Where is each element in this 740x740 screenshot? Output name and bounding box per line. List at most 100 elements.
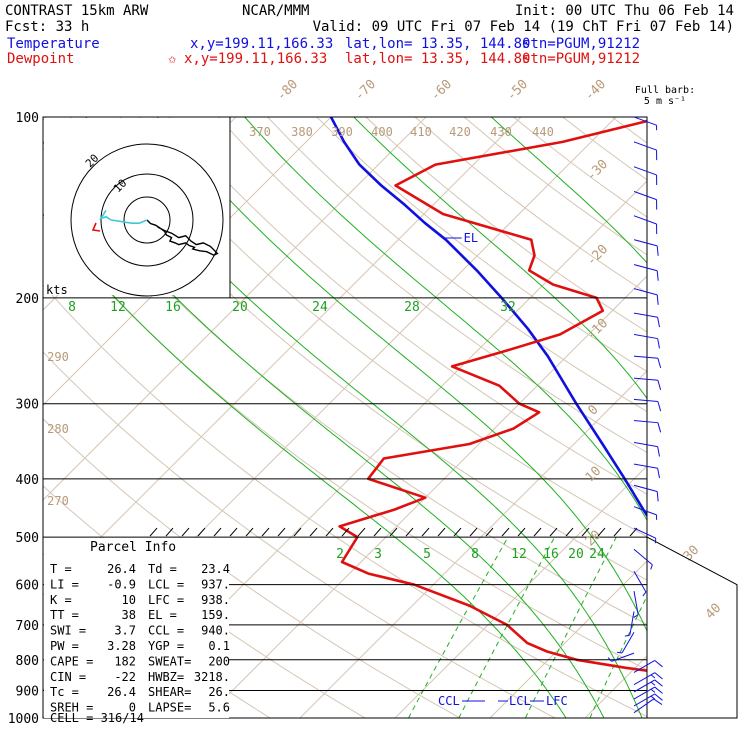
mixing-ratio-label: 24 [589,547,605,562]
mixing-ratio-label: 12 [511,547,527,562]
parcel-info-key: SREH = [50,701,93,715]
wind-barb-staff [633,660,656,673]
wind-barb [633,463,660,479]
wind-barb-staff [633,141,657,151]
wind-barb-staff [633,420,658,424]
wind-barb [633,698,663,714]
wind-barb-flag [656,245,659,256]
isobar-hatch [277,527,286,537]
isotherm-line [43,117,522,596]
isotherm-line [43,117,332,406]
dry-adiabat [217,117,647,454]
wind-barb [633,506,658,520]
dry-adiabat [168,117,647,495]
parcel-info-key: LCL = [148,577,184,591]
parcel-info-value: 0.1 [208,639,230,653]
moist-adiabat [156,117,647,633]
isobar-hatch [341,527,350,537]
parcel-info-key: CIN = [50,670,86,684]
parcel-info-value: 3218. [194,670,230,684]
isobar-hatch [485,527,494,537]
dry-adiabat [43,351,556,718]
theta-label: 390 [331,125,353,139]
wind-barb-flag [657,468,660,479]
barb-panel-border [646,515,738,719]
parcel-info-value: 26.4 [107,685,136,699]
isotherm-line [680,117,740,718]
pressure-tick-label: 200 [16,292,39,307]
isotherm-label: 0 [585,402,601,418]
wind-barb-flag [650,564,653,570]
mixing-ratio-line [524,536,617,718]
moist-adiabat [244,117,647,522]
ccl-marker-label: CCL [438,694,460,708]
wind-barb-staff [633,116,657,126]
isobar-hatch [293,527,302,537]
wind-barb [633,312,660,328]
wind-barb [607,652,635,662]
moist-adiabat-label: 8 [68,300,76,315]
lcl-marker-label: LCL [509,694,531,708]
wind-barb-staff [633,591,639,615]
wind-barb [633,166,658,185]
wind-barb-flag [657,317,660,328]
parcel-info-value: 182 [114,654,136,668]
moist-adiabat-label: 20 [232,300,248,315]
pressure-tick-label: 900 [16,684,39,699]
wind-barb-flag [633,614,639,618]
wind-barb [633,264,659,281]
parcel-info-key: CCL = [148,624,184,638]
isobar-hatch [421,527,430,537]
wind-barb [633,693,663,707]
parcel-info-value: 938. [201,593,230,607]
dry-adiabat [267,117,647,413]
wind-barb-staff [633,548,653,566]
wind-barb-flag [657,380,662,391]
wind-barb-flag [657,358,662,369]
parcel-info-value: -22 [114,670,136,684]
wind-barb [633,355,662,369]
wind-barb-staff [633,264,658,272]
moist-adiabat-label: 32 [500,300,516,315]
dry-adiabat [513,117,647,218]
isobar-hatch [437,527,446,537]
parcel-info-key: TT = [50,608,79,622]
mixing-ratio-label: 8 [471,547,479,562]
wind-barb-staff [633,398,658,402]
isobar-hatch [565,527,574,537]
wind-barb [633,420,662,433]
parcel-info-key: YGP = [148,639,184,653]
wind-barb [633,484,659,502]
wind-barb-staff [633,333,658,340]
moist-adiabat-label: 28 [404,300,420,315]
isobar-hatch [533,527,542,537]
moist-adiabat-label: 16 [165,300,181,315]
wind-barb-flag [624,634,630,637]
isobar-hatch [197,527,206,537]
isobar-hatch [149,527,158,537]
parcel-info-value: 200 [208,654,230,668]
barb-legend-unit: 5 m s⁻¹ [644,96,686,107]
isotherm-label: -80 [274,77,301,104]
dry-adiabat [316,117,647,372]
theta-label: 270 [47,494,69,508]
theta-label: 400 [371,125,393,139]
temperature-profile [329,117,647,518]
wind-barb-staff [629,611,635,636]
parcel-info-key: SWEAT= [148,654,191,668]
wind-barb-flag [650,688,656,693]
dry-adiabat [119,117,647,538]
wind-barb-flag [656,294,659,305]
isotherm-line [299,370,647,718]
hodograph-unit: kts [46,283,68,297]
dry-adiabat [710,117,740,718]
wind-barb-flag [654,693,663,701]
parcel-info-key: CAPE = [50,654,93,668]
el-marker-label: EL [464,231,478,245]
wind-barb-staff [633,571,647,593]
wind-barb-flag [657,338,660,349]
wind-barb-flag [616,651,623,654]
wind-barb-flag [654,679,663,687]
wind-barb-flag [654,660,663,668]
wind-barb [633,686,663,700]
